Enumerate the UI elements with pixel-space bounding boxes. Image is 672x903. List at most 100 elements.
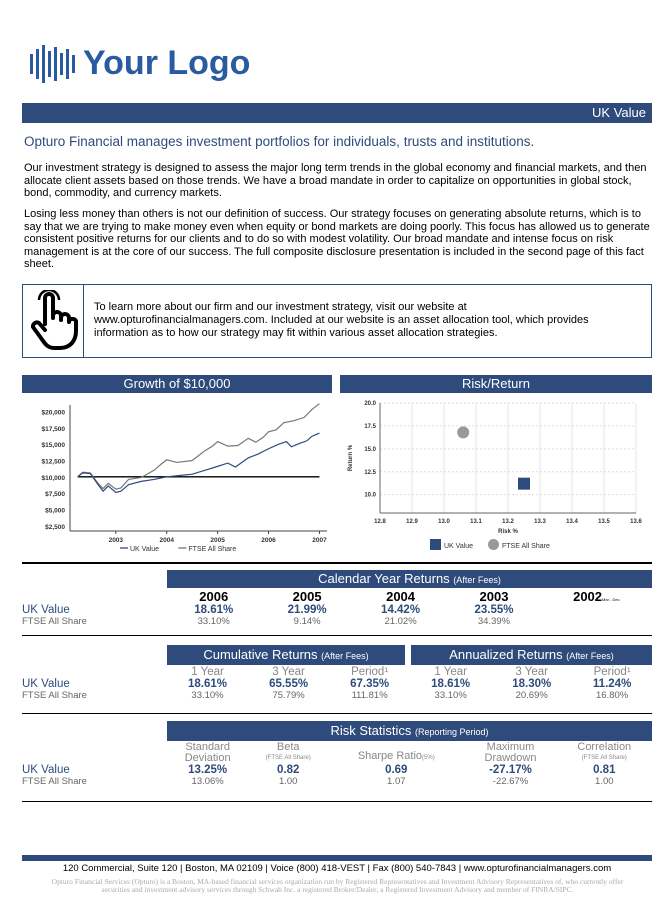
y-axis-label: Return %: [348, 444, 354, 471]
row-label: UK Value: [22, 764, 70, 776]
y-tick-label: $2,500: [45, 524, 65, 531]
year-note: Mar - Dec: [602, 597, 620, 602]
col-header-note: (5%): [422, 755, 435, 761]
cell: -27.17%: [489, 764, 532, 776]
y-tick-label: 17.5: [364, 424, 376, 430]
col-header-line: Deviation: [184, 752, 231, 764]
cell: 14.42%: [381, 604, 421, 616]
x-tick-label: 2007: [312, 537, 327, 544]
cell: 18.61%: [194, 604, 234, 616]
row-label: FTSE All Share: [22, 690, 87, 701]
cumulative-title: Cumulative Returns (After Fees): [167, 645, 405, 665]
cell: -22.67%: [492, 776, 529, 787]
year-header: 2002Mar - Dec: [541, 589, 652, 604]
footer-address: 120 Commercial, Suite 120 | Boston, MA 0…: [62, 863, 612, 874]
cell: 1.00: [595, 776, 614, 787]
col-header: Correlation (FTSE All Share): [557, 742, 652, 764]
calendar-returns-table: 2006 2005 2004 2003 2002Mar - Dec UK Val…: [22, 589, 652, 627]
divider: [22, 801, 652, 802]
legend-label: FTSE All Share: [188, 546, 236, 553]
x-tick-label: 13.5: [598, 519, 610, 525]
col-header: 3 Year: [515, 666, 549, 678]
cell: 33.10%: [434, 690, 467, 701]
x-tick-label: 13.4: [566, 519, 578, 525]
paragraph-strategy: Our investment strategy is designed to a…: [24, 162, 647, 200]
calendar-sub: (After Fees): [453, 575, 501, 585]
info-text: To learn more about our firm and our inv…: [94, 301, 589, 339]
col-header: Beta (FTSE All Share): [248, 742, 328, 764]
y-tick-label: 12.5: [364, 470, 376, 476]
year-header: 2003: [479, 589, 509, 604]
col-header-line: Sharpe Ratio(5%): [357, 750, 435, 762]
row-label: FTSE All Share: [22, 616, 87, 627]
logo-text: Your Logo: [83, 44, 251, 82]
cell: 0.69: [385, 764, 408, 776]
cumulative-title-text: Cumulative Returns: [203, 647, 318, 662]
cell: 34.39%: [477, 616, 511, 627]
legend-label: FTSE All Share: [502, 543, 550, 550]
col-header: Period¹: [593, 666, 631, 678]
x-tick-label: 12.8: [374, 519, 386, 525]
col-header: Maximum Drawdown: [464, 742, 556, 764]
y-tick-label: $20,000: [42, 410, 66, 417]
footer-bar: [22, 855, 652, 861]
cell: 18.61%: [431, 678, 471, 690]
series-line-uk-value: [77, 432, 320, 494]
x-tick-label: 13.1: [470, 519, 482, 525]
y-tick-label: $5,000: [45, 507, 65, 514]
cell: 18.30%: [512, 678, 552, 690]
cell: 111.81%: [351, 690, 388, 701]
footer-disclaimer: Opturo Financial Services (Opturo) is a …: [51, 877, 624, 894]
row-label: FTSE All Share: [22, 776, 87, 787]
risk-stats-table: Standard Deviation Beta (FTSE All Share) Sha…: [22, 742, 652, 788]
col-header: 1 Year: [191, 666, 224, 678]
annualized-sub: (After Fees): [566, 651, 614, 661]
y-tick-label: $12,500: [42, 458, 66, 465]
y-tick-label: 20.0: [364, 401, 376, 407]
cell: 1.00: [278, 776, 298, 787]
risk-stats-title: Risk Statistics (Reporting Period): [167, 721, 652, 741]
col-header-line: Drawdown: [484, 752, 537, 764]
header-bar: UK Value: [22, 103, 652, 123]
hand-pointer-icon: [23, 285, 84, 357]
cell: 21.99%: [287, 604, 327, 616]
year-header: 2006: [199, 589, 229, 604]
series-line-ftse-all-share: [77, 403, 320, 490]
cumulative-sub: (After Fees): [321, 651, 369, 661]
calendar-title-text: Calendar Year Returns: [318, 571, 450, 586]
col-header: 1 Year: [434, 666, 467, 678]
x-axis-label: Risk %: [498, 529, 518, 535]
y-tick-label: $15,000: [42, 442, 66, 449]
tagline: Opturo Financial manages investment port…: [24, 134, 535, 149]
row-label: UK Value: [22, 678, 70, 690]
point-ftse-all-share: [457, 426, 470, 439]
logo: Your Logo: [30, 44, 250, 83]
x-tick-label: 2005: [210, 537, 225, 544]
col-header-line: Maximum: [486, 741, 535, 753]
logo-bars-icon: [30, 44, 75, 83]
cell: 11.24%: [592, 678, 632, 690]
col-header: Period¹: [351, 666, 389, 678]
cell: 33.10%: [191, 690, 224, 701]
col-header-line: Beta: [276, 741, 300, 753]
x-tick-label: 13.2: [502, 519, 514, 525]
annualized-title-text: Annualized Returns: [449, 647, 563, 662]
col-header-note: (FTSE All Share): [581, 755, 627, 761]
cell: 13.25%: [188, 764, 228, 776]
cell: 0.81: [593, 764, 616, 776]
y-tick-label: $7,500: [45, 491, 65, 498]
y-tick-label: $17,500: [42, 426, 66, 433]
paragraph-success: Losing less money than others is not our…: [24, 208, 650, 271]
x-tick-label: 12.9: [406, 519, 418, 525]
cell: 18.61%: [188, 678, 228, 690]
divider: [22, 562, 652, 564]
cell: 21.02%: [384, 616, 417, 627]
col-header: 3 Year: [272, 666, 305, 678]
year-2002: 2002: [573, 589, 603, 604]
x-tick-label: 13.6: [630, 519, 642, 525]
x-tick-label: 13.3: [534, 519, 546, 525]
risk-title-text: Risk Statistics: [330, 723, 412, 738]
point-uk-value: [518, 477, 530, 490]
year-header: 2004: [386, 589, 416, 604]
year-header: 2005: [292, 589, 322, 604]
